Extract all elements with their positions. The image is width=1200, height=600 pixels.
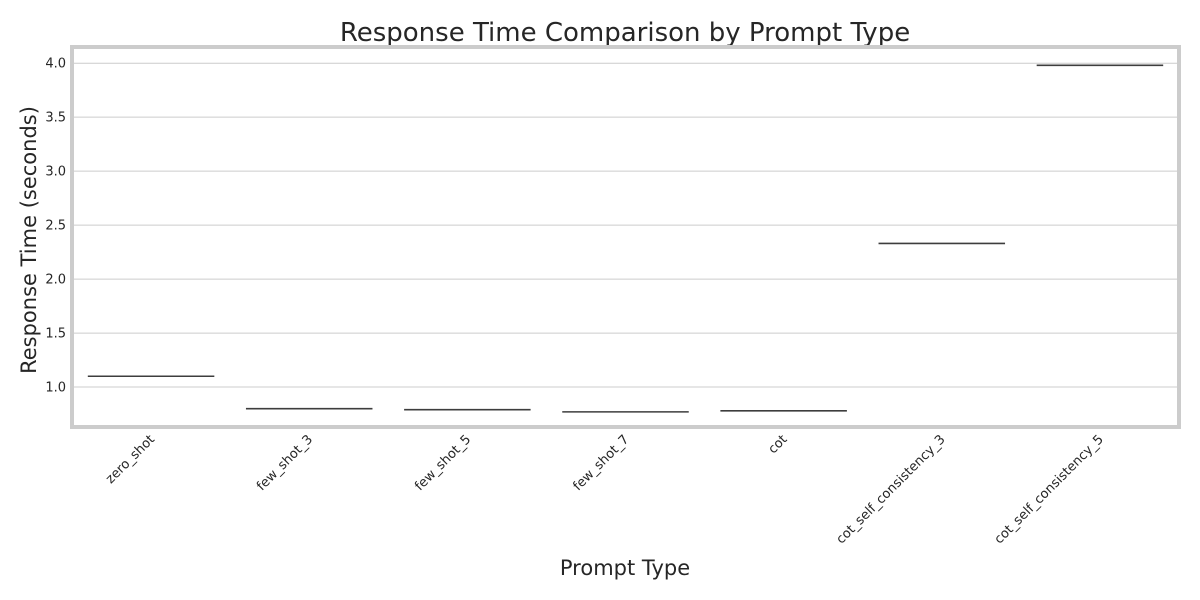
x-tick-label: cot_self_consistency_3 (834, 432, 949, 547)
gridlines (72, 62, 1179, 388)
x-tick-label: few_shot_3 (254, 432, 316, 494)
y-tick-label: 2.5 (45, 219, 66, 234)
chart-title: Response Time Comparison by Prompt Type (340, 18, 910, 48)
x-axis-label: Prompt Type (560, 556, 690, 580)
y-tick-label: 3.5 (45, 111, 66, 126)
y-axis-label: Response Time (seconds) (17, 106, 41, 374)
y-tick-label: 4.0 (45, 57, 66, 72)
y-axis-ticks: 1.0 1.5 2.0 2.5 3.0 3.5 4.0 (45, 57, 66, 396)
y-tick-label: 1.0 (45, 381, 66, 396)
x-tick-label: zero_shot (103, 432, 158, 487)
x-tick-label: cot (766, 432, 791, 457)
x-tick-label: cot_self_consistency_5 (992, 432, 1107, 547)
plot-frame (70, 45, 1181, 429)
y-tick-label: 3.0 (45, 165, 66, 180)
x-tick-label: few_shot_5 (412, 432, 474, 494)
box-medians (87, 64, 1164, 413)
y-tick-label: 1.5 (45, 327, 66, 342)
x-tick-label: few_shot_7 (570, 432, 632, 494)
x-axis-ticks: zero_shot few_shot_3 few_shot_5 few_shot_7 c… (103, 432, 1107, 547)
y-tick-label: 2.0 (45, 273, 66, 288)
